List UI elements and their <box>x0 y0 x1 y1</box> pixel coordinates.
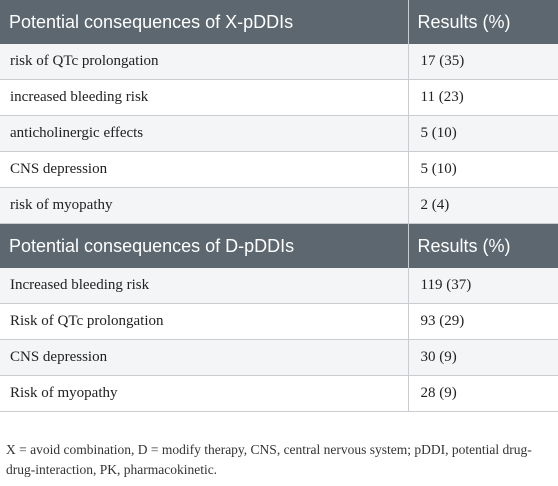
table-row: CNS depression 5 (10) <box>0 151 558 188</box>
row-value: 11 (23) <box>408 79 558 116</box>
header-label: Potential consequences of X-pDDIs <box>0 0 409 44</box>
row-value: 28 (9) <box>408 375 558 412</box>
table-header-row: Potential consequences of X-pDDIs Result… <box>0 0 558 44</box>
table-row: risk of myopathy 2 (4) <box>0 187 558 224</box>
row-label: CNS depression <box>0 339 409 376</box>
table-header-row: Potential consequences of D-pDDIs Result… <box>0 223 558 268</box>
header-value: Results (%) <box>408 223 558 268</box>
row-value: 5 (10) <box>408 115 558 152</box>
table-row: risk of QTc prolongation 17 (35) <box>0 44 558 80</box>
row-value: 93 (29) <box>408 303 558 340</box>
row-value: 30 (9) <box>408 339 558 376</box>
row-label: Risk of QTc prolongation <box>0 303 409 340</box>
table-row: anticholinergic effects 5 (10) <box>0 115 558 152</box>
table-footnote: X = avoid combination, D = modify therap… <box>6 442 532 477</box>
table-row: Increased bleeding risk 119 (37) <box>0 268 558 304</box>
table-row: Risk of myopathy 28 (9) <box>0 375 558 412</box>
row-label: CNS depression <box>0 151 409 188</box>
d-pddi-section: Potential consequences of D-pDDIs Result… <box>0 223 558 412</box>
table-row: Risk of QTc prolongation 93 (29) <box>0 303 558 340</box>
row-value: 17 (35) <box>408 44 558 80</box>
row-value: 2 (4) <box>408 187 558 224</box>
row-label: Increased bleeding risk <box>0 268 409 304</box>
header-value: Results (%) <box>408 0 558 44</box>
consequences-table: Potential consequences of X-pDDIs Result… <box>0 0 558 412</box>
row-label: risk of myopathy <box>0 187 409 224</box>
header-label: Potential consequences of D-pDDIs <box>0 223 409 268</box>
table-row: increased bleeding risk 11 (23) <box>0 79 558 116</box>
row-label: increased bleeding risk <box>0 79 409 116</box>
x-pddi-section: Potential consequences of X-pDDIs Result… <box>0 0 558 224</box>
table-row: CNS depression 30 (9) <box>0 339 558 376</box>
row-value: 5 (10) <box>408 151 558 188</box>
row-label: Risk of myopathy <box>0 375 409 412</box>
row-label: risk of QTc prolongation <box>0 44 409 80</box>
row-value: 119 (37) <box>408 268 558 304</box>
row-label: anticholinergic effects <box>0 115 409 152</box>
